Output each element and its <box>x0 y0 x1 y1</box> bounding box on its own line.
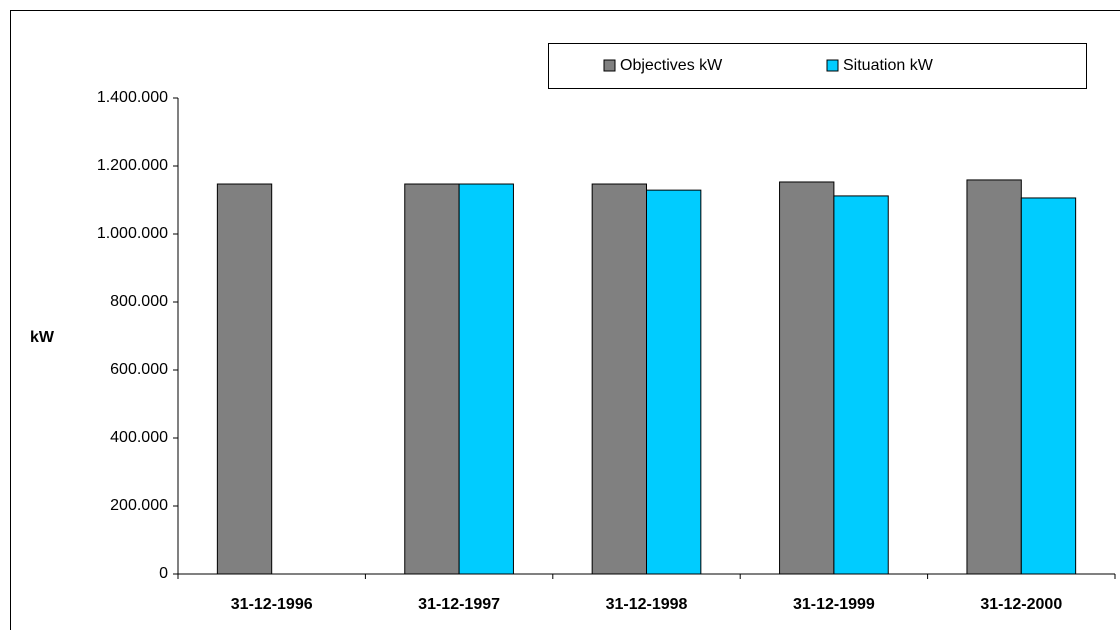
x-tick-label: 31-12-1997 <box>418 596 500 613</box>
bar <box>833 195 889 575</box>
y-tick-label: 0 <box>159 565 168 582</box>
y-tick-label: 200.000 <box>110 497 168 514</box>
legend-swatch <box>603 59 616 72</box>
bar <box>404 183 460 575</box>
x-tick-label: 31-12-1996 <box>231 596 313 613</box>
y-tick-label: 600.000 <box>110 361 168 378</box>
x-tick-label: 31-12-1998 <box>606 596 688 613</box>
bar <box>1020 197 1077 575</box>
y-tick-label: 800.000 <box>110 293 168 310</box>
legend-box <box>548 43 1087 89</box>
y-tick-label: 1.200.000 <box>97 157 168 174</box>
y-axis-label: kW <box>30 329 55 346</box>
bar <box>646 189 702 575</box>
x-tick-label: 31-12-1999 <box>793 596 875 613</box>
bar <box>216 183 273 575</box>
y-tick-label: 400.000 <box>110 429 168 446</box>
chart-frame <box>10 10 1120 630</box>
x-tick-label: 31-12-2000 <box>980 596 1062 613</box>
bar <box>779 181 835 575</box>
y-tick-label: 1.400.000 <box>97 89 168 106</box>
legend-swatch <box>826 59 839 72</box>
bar <box>591 183 647 575</box>
legend-label: Situation kW <box>843 57 934 74</box>
legend-label: Objectives kW <box>620 57 723 74</box>
bar <box>966 179 1022 575</box>
y-tick-label: 1.000.000 <box>97 225 168 242</box>
bar <box>458 183 514 575</box>
